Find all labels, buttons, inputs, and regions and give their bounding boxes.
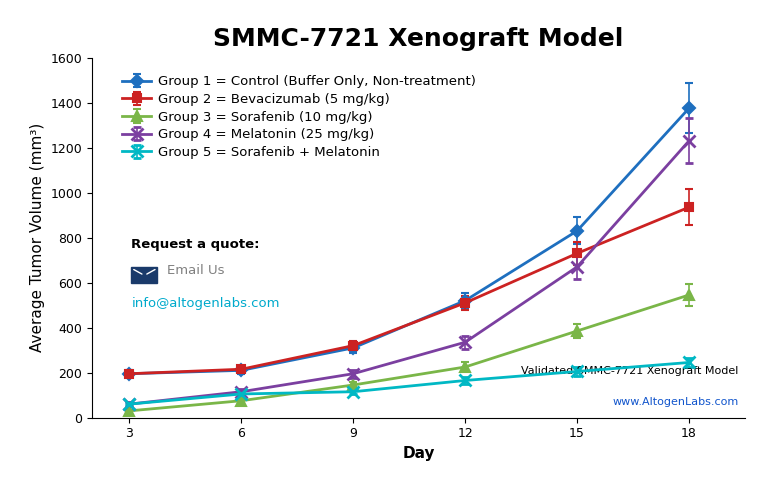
Text: Email Us: Email Us (167, 264, 225, 276)
X-axis label: Day: Day (402, 446, 435, 461)
Text: info@altogenlabs.com: info@altogenlabs.com (131, 297, 280, 310)
Legend: Group 1 = Control (Buffer Only, Non-treatment), Group 2 = Bevacizumab (5 mg/kg),: Group 1 = Control (Buffer Only, Non-trea… (118, 72, 480, 163)
FancyBboxPatch shape (131, 267, 157, 283)
Title: SMMC-7721 Xenograft Model: SMMC-7721 Xenograft Model (214, 27, 624, 51)
Y-axis label: Average Tumor Volume (mm³): Average Tumor Volume (mm³) (30, 123, 45, 352)
Text: www.AltogenLabs.com: www.AltogenLabs.com (612, 397, 739, 407)
Text: Request a quote:: Request a quote: (131, 238, 260, 251)
Text: Validated SMMC-7721 Xenograft Model: Validated SMMC-7721 Xenograft Model (521, 366, 739, 376)
